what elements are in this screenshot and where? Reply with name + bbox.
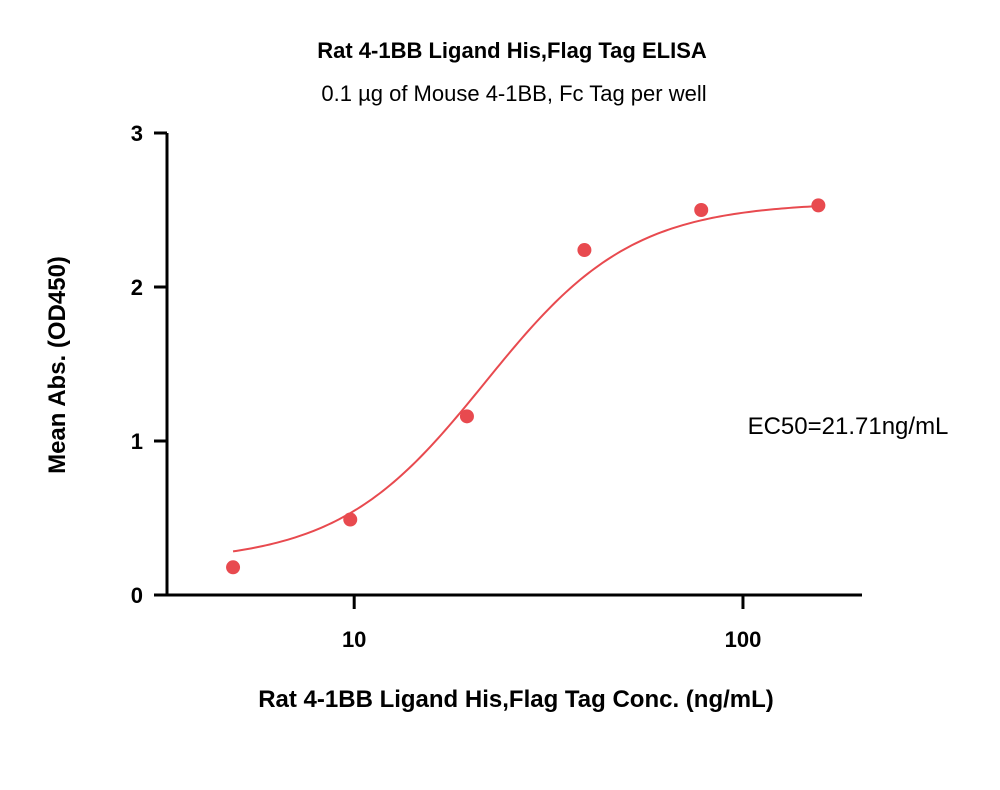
data-point [577,243,592,258]
data-point [459,409,474,424]
data-point [226,560,241,575]
y-tick-label: 3 [131,121,143,146]
y-ticks: 0 1 2 3 [131,121,167,608]
axes: 0 1 2 3 10 100 [131,121,862,652]
data-point [811,198,826,213]
chart-subtitle: 0.1 µg of Mouse 4-1BB, Fc Tag per well [321,81,706,106]
y-axis-title: Mean Abs. (OD450) [44,256,71,474]
y-tick-label: 1 [131,429,143,454]
x-tick-label: 10 [342,627,366,652]
y-tick-label: 2 [131,275,143,300]
ec50-annotation: EC50=21.71ng/mL [748,413,949,440]
data-point [694,203,709,217]
data-point [343,512,358,527]
x-ticks: 10 100 [342,595,761,652]
x-axis-title: Rat 4-1BB Ligand His,Flag Tag Conc. (ng/… [258,686,774,713]
fit-curve [232,205,819,553]
chart-title: Rat 4-1BB Ligand His,Flag Tag ELISA [317,38,707,63]
x-tick-label: 100 [725,627,762,652]
y-tick-label: 0 [131,583,143,608]
data-points [226,198,826,575]
